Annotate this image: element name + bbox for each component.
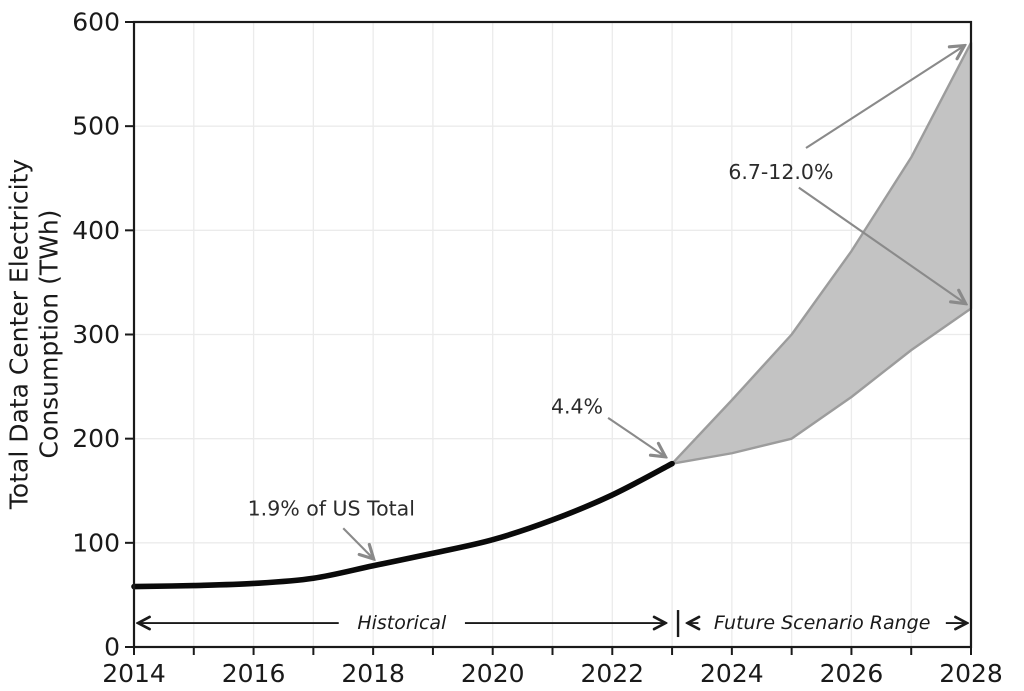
- x-tick-label: 2016: [222, 659, 286, 688]
- annotation-arrow: [805, 46, 964, 149]
- x-tick-label: 2022: [580, 659, 644, 688]
- annotation-text: 1.9% of US Total: [248, 496, 415, 520]
- annotation-arrow: [342, 527, 373, 558]
- historical-range: Historical: [139, 612, 665, 634]
- annotation-text: 4.4%: [551, 394, 603, 418]
- y-tick-label: 100: [72, 528, 120, 557]
- y-tick-label: 600: [72, 8, 120, 37]
- x-tick-label: 2028: [939, 659, 1003, 688]
- annotation-us-share-2018: 1.9% of US Total: [248, 496, 415, 558]
- range-label-text: Historical: [357, 612, 447, 634]
- x-tick-label: 2018: [341, 659, 405, 688]
- annotation-us-share-2028-range: 6.7-12.0%: [728, 46, 965, 303]
- y-tick-label: 200: [72, 424, 120, 453]
- x-tick-label: 2026: [820, 659, 884, 688]
- y-tick-label: 500: [72, 112, 120, 141]
- x-tick-label: 2014: [102, 659, 166, 688]
- annotation-text: 6.7-12.0%: [728, 160, 833, 184]
- tick-labels: 2014 2016 2018 2020 2022 2024 2026 2028 0 100 200 3…: [72, 8, 1003, 689]
- future-scenario-band: [670, 41, 973, 465]
- historical-line: [131, 460, 675, 590]
- y-tick-label: 300: [72, 320, 120, 349]
- y-tick-label: 0: [104, 633, 120, 662]
- annotation-arrow: [798, 186, 965, 304]
- axis-ticks: [125, 21, 972, 655]
- range-label-text: Future Scenario Range: [714, 612, 931, 634]
- annotation-us-share-2023: 4.4%: [551, 394, 665, 456]
- y-tick-label: 400: [72, 216, 120, 245]
- annotation-arrow: [607, 416, 665, 457]
- x-tick-label: 2020: [461, 659, 525, 688]
- x-tick-label: 2024: [700, 659, 764, 688]
- future-range: Future Scenario Range: [688, 612, 966, 634]
